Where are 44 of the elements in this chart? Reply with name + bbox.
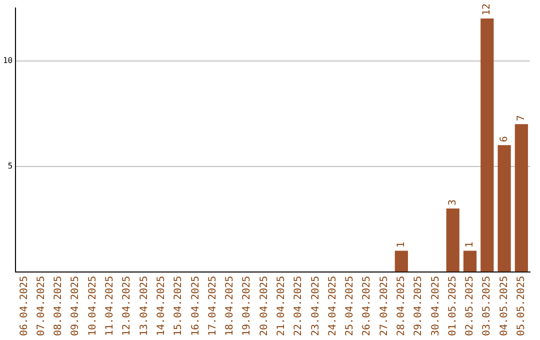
x-tick-label: 01.05.2025 (447, 276, 458, 336)
data-label: 3 (447, 199, 458, 206)
x-tick-label: 12.04.2025 (122, 276, 133, 336)
y-tick-label: 5 (8, 161, 13, 170)
x-tick-label: 20.04.2025 (258, 276, 270, 336)
x-tick-label: 05.05.2025 (516, 276, 528, 336)
x-tick-label: 25.04.2025 (344, 276, 356, 336)
x-tick-label: 27.04.2025 (378, 276, 390, 336)
x-tick-label: 26.04.2025 (362, 276, 373, 336)
x-tick-label: 03.05.2025 (482, 276, 493, 336)
y-tick-label: 10 (2, 56, 13, 65)
bar (394, 250, 408, 272)
x-tick-label: 23.04.2025 (310, 276, 322, 336)
bar (480, 18, 494, 272)
x-tick-label: 08.04.2025 (53, 276, 64, 336)
x-tick-label: 10.04.2025 (87, 276, 98, 336)
x-tick-label: 19.04.2025 (242, 276, 253, 336)
x-tick-label: 11.04.2025 (104, 276, 116, 336)
x-tick-label: 16.04.2025 (190, 276, 202, 336)
x-tick-label: 06.04.2025 (18, 276, 30, 336)
bar (446, 208, 460, 272)
data-label: 1 (396, 242, 407, 248)
x-tick-label: 15.04.2025 (173, 276, 184, 336)
data-label: 12 (482, 4, 493, 16)
x-tick-label: 09.04.2025 (70, 276, 82, 336)
x-tick-label: 18.04.2025 (224, 276, 236, 336)
x-tick-label: 14.04.2025 (156, 276, 167, 336)
x-tick-label: 28.04.2025 (396, 276, 407, 336)
x-tick-label: 21.04.2025 (276, 276, 287, 336)
data-label: 7 (516, 115, 528, 122)
x-tick-label: 07.04.2025 (36, 276, 47, 336)
data-label: 6 (498, 136, 510, 142)
x-tick-label: 17.04.2025 (207, 276, 218, 336)
x-tick-label: 04.05.2025 (498, 276, 510, 336)
data-label: 1 (464, 242, 476, 248)
x-tick-label: 22.04.2025 (293, 276, 304, 336)
x-tick-label: 30.04.2025 (430, 276, 442, 336)
x-tick-label: 13.04.2025 (138, 276, 150, 336)
x-tick-label: 02.05.2025 (464, 276, 476, 336)
x-tick-label: 24.04.2025 (327, 276, 338, 336)
bar (498, 145, 511, 272)
bar (463, 250, 477, 272)
bar (514, 124, 528, 272)
x-tick-label: 29.04.2025 (413, 276, 424, 336)
